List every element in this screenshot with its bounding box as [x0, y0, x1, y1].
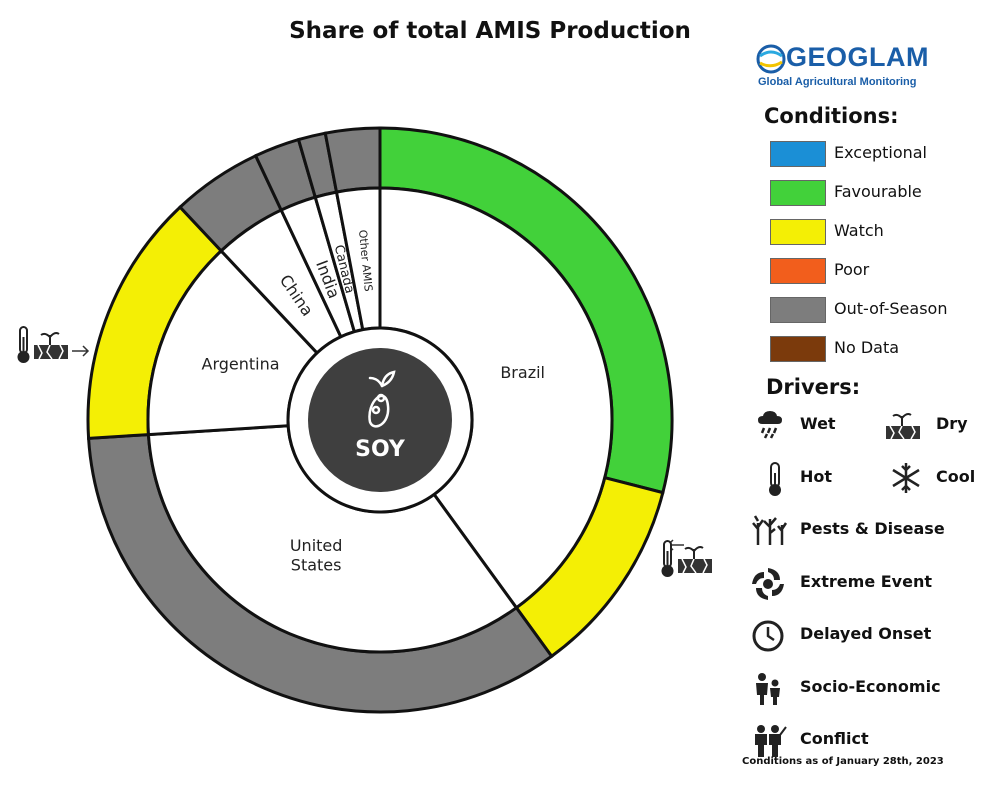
legend-label: Out-of-Season [834, 299, 948, 318]
legend-label: Poor [834, 260, 870, 279]
argentina-driver-marker [14, 325, 94, 369]
drivers-heading: Drivers: [766, 375, 861, 399]
bare-trees-icon [752, 515, 788, 545]
driver-label: Wet [800, 414, 836, 433]
logo-wordmark: GEOGLAM [786, 42, 929, 72]
driver-label: Pests & Disease [800, 519, 945, 538]
driver-label: Conflict [800, 729, 869, 748]
driver-label: Hot [800, 467, 833, 486]
thermometer-icon [17, 326, 30, 363]
legend-swatch [770, 219, 826, 245]
legend-swatch [770, 141, 826, 167]
country-label-argentina: Argentina [202, 354, 280, 373]
legend-label: Watch [834, 221, 884, 240]
center-label: SOY [355, 437, 406, 462]
legend-swatch [770, 297, 826, 323]
legend-swatch [770, 180, 826, 206]
driver-label: Cool [936, 467, 976, 486]
cracked-soil-icon [886, 413, 920, 440]
hub-circle [308, 348, 452, 492]
thermometer-icon [769, 462, 781, 496]
chart-title: Share of total AMIS Production [289, 18, 691, 44]
people-icon [756, 673, 780, 705]
snowflake-icon [892, 463, 920, 493]
outer-segment-other-amis-out-of-season [323, 126, 382, 194]
legend-swatch [770, 258, 826, 284]
conditions-heading: Conditions: [764, 104, 899, 128]
legend-label: No Data [834, 338, 900, 357]
globe-icon [756, 44, 786, 74]
geoglam-logo: GEOGLAM Global Agricultural Monitoring [756, 42, 929, 92]
cracked-soil-icon [34, 332, 68, 360]
legend-swatch [770, 336, 826, 362]
soybean-icon [368, 370, 396, 428]
country-label-united-states: United States [290, 536, 343, 574]
legend-label: Favourable [834, 182, 922, 201]
clock-icon [752, 620, 784, 652]
soldiers-icon [755, 725, 787, 757]
legend-label: Exceptional [834, 143, 927, 162]
logo-tagline: Global Agricultural Monitoring [758, 76, 917, 88]
cracked-soil-icon [678, 546, 712, 574]
brazil-driver-marker [650, 533, 730, 585]
cloud-rain-icon [758, 411, 782, 439]
driver-label: Delayed Onset [800, 624, 932, 643]
hurricane-icon [752, 568, 784, 600]
thermometer-icon [661, 540, 674, 577]
arrow-right-icon [72, 345, 90, 357]
driver-label: Dry [936, 414, 968, 433]
country-label-brazil: Brazil [500, 363, 545, 382]
country-label-other-amis: Other AMIS [356, 229, 375, 292]
conditions-date-note: Conditions as of January 28th, 2023 [742, 756, 944, 767]
driver-label: Extreme Event [800, 572, 932, 591]
driver-label: Socio-Economic [800, 677, 941, 696]
